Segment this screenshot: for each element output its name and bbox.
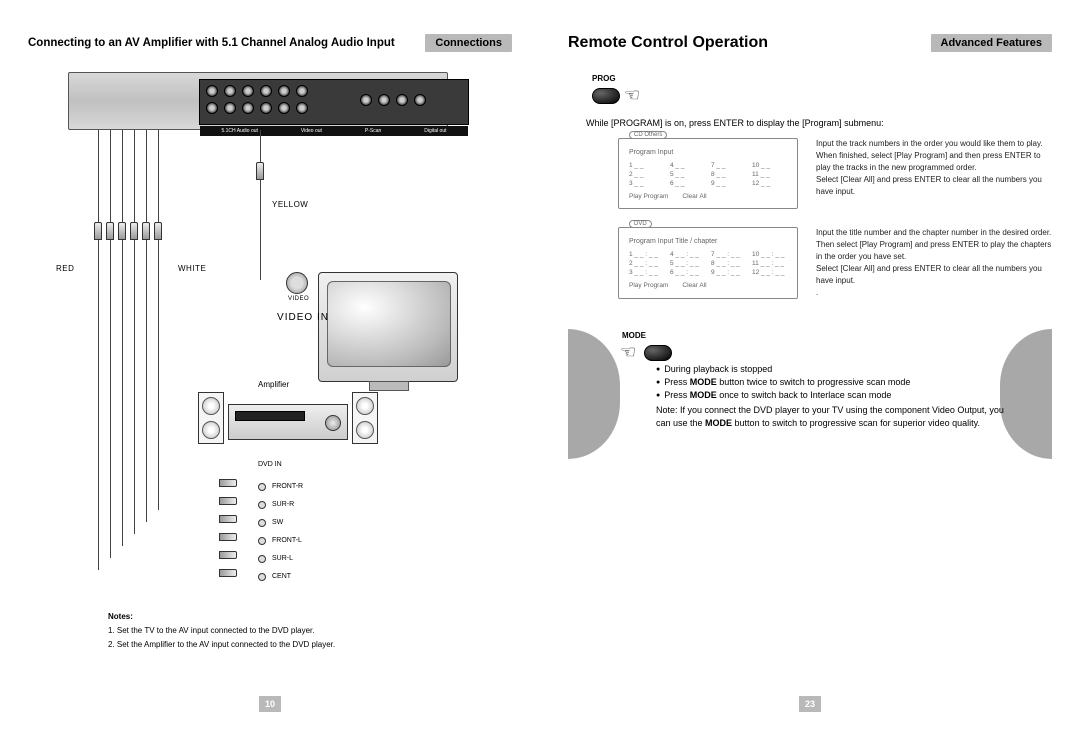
port-panel: 5.1CH Audio out Video out P-Scan Digital… [199, 79, 469, 125]
cd-program-row: CD Others Program Input 1 _ _4 _ _7 _ _1… [618, 138, 1052, 209]
pointing-hand-icon: ☞ [624, 85, 640, 106]
tv-illustration [318, 272, 458, 382]
mode-text: During playback is stopped Press MODE bu… [656, 363, 1012, 430]
dvd-program-box: DVD Program Input Title / chapter 1 _ _ … [618, 227, 798, 299]
amp-body [228, 404, 348, 440]
label-red: RED [56, 264, 74, 273]
dvd-back-panel: 5.1CH Audio out Video out P-Scan Digital… [68, 72, 448, 130]
cd-desc: Input the track numbers in the order you… [816, 138, 1052, 209]
prog-button-illustration: PROG ☞ [592, 74, 1052, 106]
cd-grid: 1 _ _4 _ _7 _ _10 _ _ 2 _ _5 _ _8 _ _11 … [629, 162, 787, 187]
left-badge: Connections [425, 34, 512, 52]
left-page: Connecting to an AV Amplifier with 5.1 C… [0, 0, 540, 732]
notes-block: Notes: 1. Set the TV to the AV input con… [108, 610, 335, 652]
pointing-hand-icon: ☜ [620, 342, 636, 363]
left-page-number: 10 [259, 696, 281, 712]
right-header: Remote Control Operation Advanced Featur… [568, 32, 1052, 54]
prog-button-icon [592, 88, 620, 104]
video-in-label: VIDEO IN [273, 312, 333, 323]
cd-program-box: CD Others Program Input 1 _ _4 _ _7 _ _1… [618, 138, 798, 209]
dvd-program-row: DVD Program Input Title / chapter 1 _ _ … [618, 227, 1052, 299]
right-title: Remote Control Operation [568, 34, 768, 52]
dvd-desc: Input the title number and the chapter n… [816, 227, 1052, 299]
connection-diagram: 5.1CH Audio out Video out P-Scan Digital… [28, 72, 508, 632]
right-page: Remote Control Operation Advanced Featur… [540, 0, 1080, 732]
left-banner: Connecting to an AV Amplifier with 5.1 C… [28, 32, 512, 54]
right-page-number: 23 [799, 696, 821, 712]
label-white: WHITE [178, 264, 206, 273]
left-title: Connecting to an AV Amplifier with 5.1 C… [28, 37, 395, 49]
right-badge: Advanced Features [931, 34, 1052, 52]
channel-input-list: DVD IN FRONT-R SUR-R SW FRONT-L SUR-L CE… [258, 456, 303, 586]
mode-section: MODE ☜ During playback is stopped Press … [568, 329, 1052, 459]
dvd-grid: 1 _ _ : _ _4 _ _ : _ _7 _ _ : _ _10 _ _ … [629, 251, 787, 276]
port-label-bar: 5.1CH Audio out Video out P-Scan Digital… [200, 126, 468, 136]
mode-button-icon [644, 345, 672, 361]
prog-caption: While [PROGRAM] is on, press ENTER to di… [586, 118, 1052, 128]
tv-video-input-jack [286, 272, 308, 294]
tv-input-label: VIDEO [288, 296, 309, 302]
label-yellow: YELLOW [272, 200, 308, 209]
